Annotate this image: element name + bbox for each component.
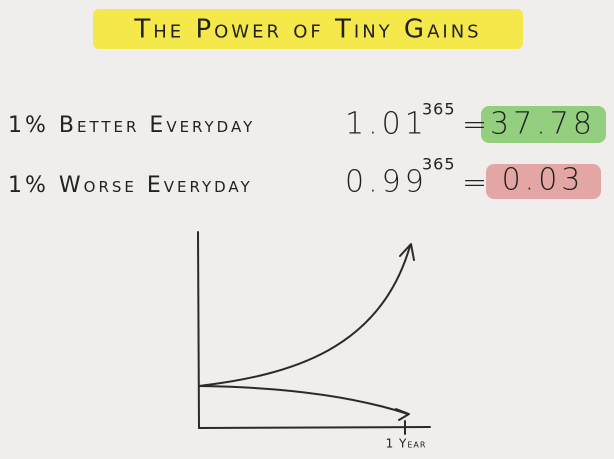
title-highlight <box>93 9 523 49</box>
exponent: 365 <box>422 155 456 174</box>
equals: = <box>462 166 491 201</box>
sketch-chart: 1 Year <box>197 231 431 451</box>
growth-curve <box>198 245 411 387</box>
x-axis <box>198 426 431 429</box>
row-label: 1% Better Everyday <box>8 113 255 138</box>
base: 0.99 <box>345 165 428 200</box>
x-axis-label: 1 Year <box>386 437 427 451</box>
result-highlight-good <box>481 106 606 143</box>
exponent: 365 <box>422 100 456 119</box>
equals: = <box>462 108 491 143</box>
row-label: 1% Worse Everyday <box>8 173 253 198</box>
result-highlight-bad <box>486 164 601 199</box>
growth-arrowhead <box>399 243 415 261</box>
y-axis <box>197 231 200 429</box>
base: 1.01 <box>345 107 428 142</box>
decline-arrowhead <box>395 408 410 421</box>
decline-curve <box>198 385 409 415</box>
result: 0.03 <box>502 163 585 198</box>
result: 37.78 <box>490 107 596 142</box>
title: The Power of Tiny Gains <box>133 15 481 45</box>
